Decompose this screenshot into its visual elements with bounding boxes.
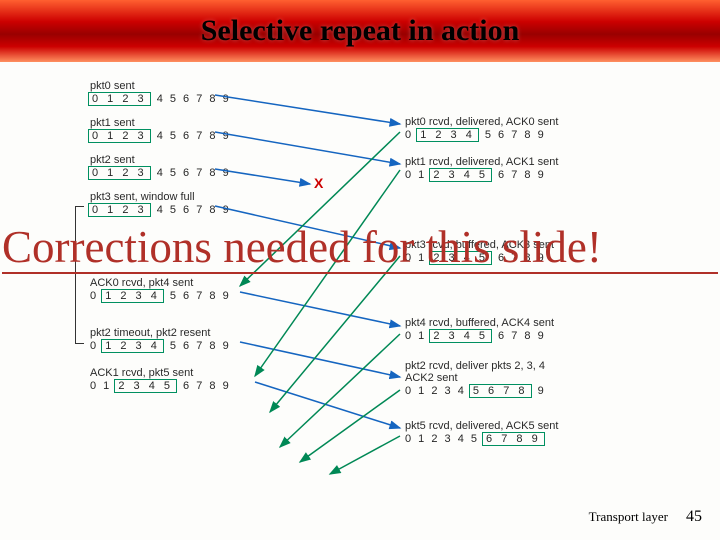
slide-title: Selective repeat in action xyxy=(201,14,520,48)
title-bar: Selective repeat in action xyxy=(0,0,720,62)
arrows-svg xyxy=(0,62,720,492)
slide-footer: Transport layer 45 xyxy=(589,508,702,526)
footer-label: Transport layer xyxy=(589,509,668,524)
page-number: 45 xyxy=(686,508,702,525)
diagram-area: X pkt0 sent0 1 2 3 4 5 6 7 8 9pkt1 sent0… xyxy=(0,62,720,492)
corrections-overlay: Corrections needed for this slide! xyxy=(2,225,718,274)
